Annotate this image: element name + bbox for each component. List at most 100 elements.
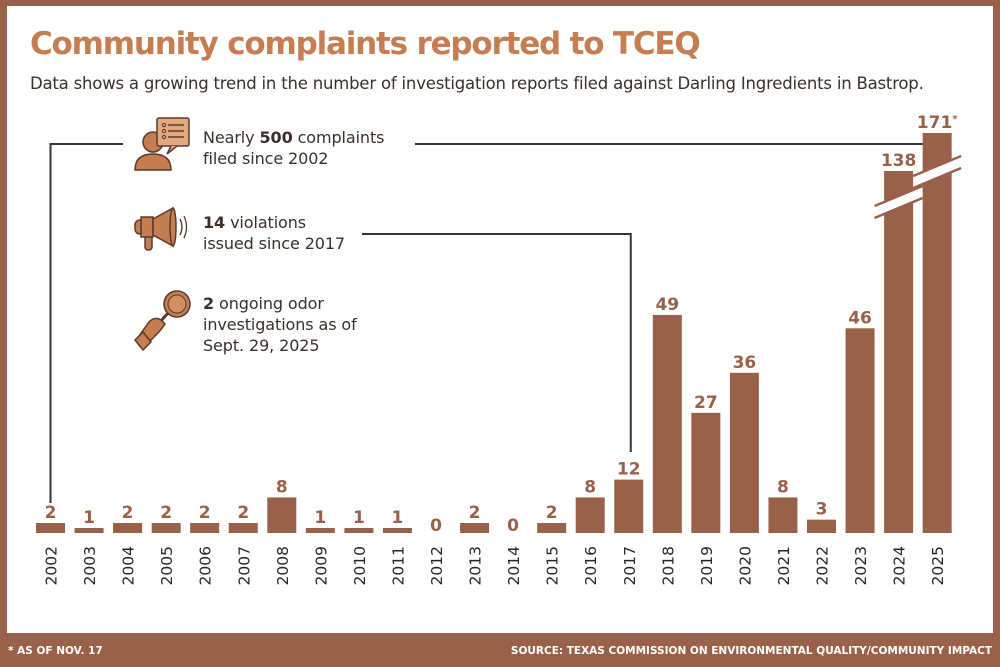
- data-label-2015: 2: [546, 503, 558, 523]
- x-tick-2021: 2021: [775, 546, 793, 585]
- bar-2010: [344, 528, 374, 533]
- callout-text: ongoing odor: [214, 294, 324, 313]
- x-tick-2017: 2017: [621, 546, 639, 585]
- data-label-2008: 8: [276, 477, 288, 497]
- bar-2017: [614, 479, 644, 533]
- chart-title: Community complaints reported to TCEQ: [30, 26, 701, 62]
- axis-break-marks: [874, 154, 962, 220]
- callout-text: investigations as of: [203, 315, 357, 334]
- callout-text: issued since 2017: [203, 234, 346, 253]
- x-tick-2022: 2022: [814, 546, 832, 585]
- x-tick-2004: 2004: [120, 546, 138, 585]
- data-label-2020: 36: [733, 353, 757, 373]
- data-label-2013: 2: [469, 503, 481, 523]
- bar-2019: [691, 412, 721, 533]
- callout-text: Nearly: [203, 128, 260, 147]
- x-tick-2005: 2005: [158, 546, 176, 585]
- bar-2016: [575, 497, 605, 533]
- x-tick-labels: 2002 2003 2004 2005 2006 2007 2008 2009 2010 2011…: [43, 546, 948, 585]
- bar-2006: [190, 523, 220, 533]
- bar-2021: [768, 497, 798, 533]
- data-label-2003: 1: [83, 508, 95, 528]
- callout-violations: 14 violations issued since 2017: [203, 212, 345, 254]
- break-mark: [912, 166, 962, 190]
- x-tick-2008: 2008: [274, 546, 292, 585]
- bar-2003: [74, 528, 104, 533]
- callout-complaints: Nearly 500 complaints filed since 2002: [203, 127, 384, 169]
- data-label-2016: 8: [584, 477, 596, 497]
- callout-number: 14: [203, 213, 226, 232]
- x-tick-2025: 2025: [929, 546, 947, 585]
- bar-2004: [113, 523, 143, 533]
- x-tick-2011: 2011: [389, 546, 407, 585]
- data-label-2022: 3: [816, 500, 828, 520]
- x-tick-2023: 2023: [852, 546, 870, 585]
- data-label-2019: 27: [694, 393, 718, 413]
- data-label-2012: 0: [430, 516, 442, 536]
- callout-number: 2: [203, 294, 215, 313]
- data-label-2021: 8: [777, 477, 789, 497]
- break-mark: [874, 196, 924, 220]
- break-mark: [912, 154, 962, 178]
- data-label-2014: 0: [507, 516, 519, 536]
- connector-lines: [49, 143, 923, 503]
- data-label-2018: 49: [655, 295, 679, 315]
- bar-2013: [460, 523, 490, 533]
- megaphone-icon: [134, 206, 188, 251]
- bar-2002: [36, 523, 65, 533]
- bar-2008: [267, 497, 297, 533]
- bar-2025: [922, 133, 952, 533]
- bar-2009: [305, 528, 335, 533]
- data-label-2007: 2: [237, 503, 249, 523]
- bar-2005: [151, 523, 181, 533]
- data-label-2004: 2: [122, 503, 134, 523]
- x-tick-2020: 2020: [736, 546, 754, 585]
- callout-investigations: 2 ongoing odor investigations as of Sept…: [203, 293, 357, 356]
- person-speech-bubble-icon: [134, 117, 190, 171]
- break-mark: [874, 184, 924, 208]
- callout-text: violations: [225, 213, 307, 232]
- data-label-2017: 12: [617, 460, 641, 480]
- x-tick-2007: 2007: [235, 546, 253, 585]
- data-label-2011: 1: [392, 508, 404, 528]
- connector-2017: [362, 233, 632, 452]
- x-tick-2013: 2013: [467, 546, 485, 585]
- callout-text: filed since 2002: [203, 149, 329, 168]
- hand-magnifying-glass-icon: [133, 290, 191, 352]
- x-tick-2024: 2024: [891, 546, 909, 585]
- bar-2015: [537, 523, 567, 533]
- x-tick-2006: 2006: [197, 546, 215, 585]
- bar-2011: [382, 528, 412, 533]
- data-label-2005: 2: [160, 503, 172, 523]
- bar-2020: [729, 372, 759, 533]
- data-label-2023: 46: [848, 308, 872, 328]
- callout-text: complaints: [292, 128, 385, 147]
- bar-2018: [652, 314, 682, 533]
- x-tick-2016: 2016: [582, 546, 600, 585]
- axis-break-2025: [915, 157, 960, 187]
- x-tick-2003: 2003: [81, 546, 99, 585]
- data-label-2002: 2: [45, 503, 57, 523]
- data-label-2025: 171*: [917, 113, 959, 133]
- x-tick-2012: 2012: [428, 546, 446, 585]
- bar-2022: [807, 519, 836, 533]
- chart-subtitle: Data shows a growing trend in the number…: [30, 74, 924, 93]
- data-label-2024: 138: [881, 151, 917, 171]
- data-label-2010: 1: [353, 508, 365, 528]
- x-tick-2010: 2010: [351, 546, 369, 585]
- connector-2002: [49, 143, 123, 503]
- footnote: * AS OF NOV. 17: [8, 645, 103, 657]
- callout-text: Sept. 29, 2025: [203, 336, 320, 355]
- axis-break-2024: [876, 187, 921, 217]
- data-label-2009: 1: [314, 508, 326, 528]
- bar-2023: [845, 328, 875, 533]
- data-label-2006: 2: [199, 503, 211, 523]
- x-tick-2015: 2015: [544, 546, 562, 585]
- x-tick-2009: 2009: [312, 546, 330, 585]
- bar-2024: [884, 171, 914, 533]
- bars: [36, 133, 952, 533]
- x-tick-2014: 2014: [505, 546, 523, 585]
- x-tick-2018: 2018: [659, 546, 677, 585]
